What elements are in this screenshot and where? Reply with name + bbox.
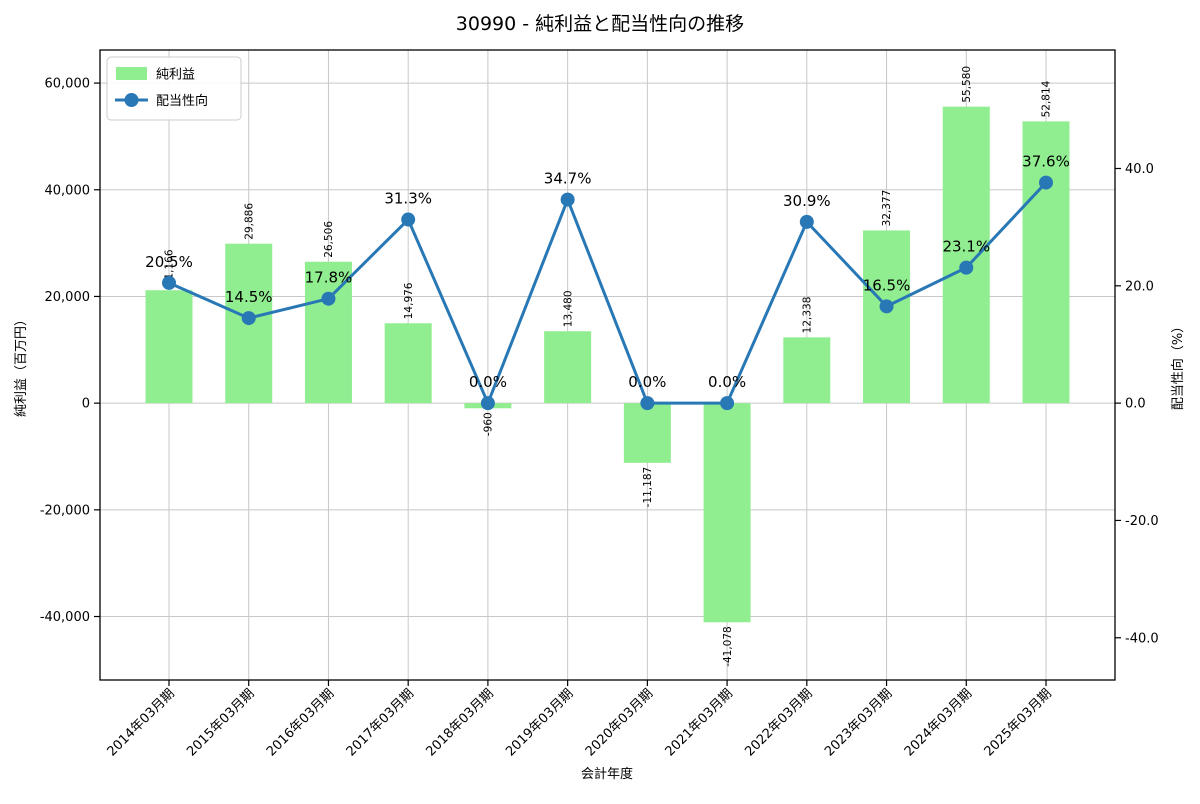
bar: [1022, 121, 1070, 404]
bar: [384, 323, 432, 404]
bar: [145, 290, 193, 404]
bar-value-label: 13,480: [562, 290, 574, 327]
bar-value-label: 12,338: [801, 297, 813, 334]
legend-bar-swatch: [116, 67, 147, 80]
bar: [783, 337, 831, 404]
bar-value-label: 55,580: [961, 66, 973, 103]
bar-series: [145, 106, 1070, 623]
chart-title: 30990 - 純利益と配当性向の推移: [456, 13, 744, 35]
percent-labels: 20.5% 14.5% 17.8% 31.3% 0.0% 34.7% 0.0% 0.0% 30.…: [145, 153, 1070, 392]
y-left-tick-label: 0: [82, 397, 90, 412]
axis-ticks: 60,000 40,000 20,000 0 -20,000 -40,000 40.0 20.…: [40, 77, 1159, 760]
bar: [304, 261, 352, 404]
x-tick-label: 2024年03月期: [902, 686, 975, 759]
bar-value-label: 52,814: [1041, 80, 1053, 117]
bar-value-label: 29,886: [243, 203, 255, 240]
y-right-tick-label: 0.0: [1125, 397, 1146, 412]
line-series: [162, 175, 1053, 411]
y-right-tick-label: -20.0: [1125, 514, 1159, 529]
percent-label: 37.6%: [1022, 153, 1070, 171]
legend-line-marker-icon: [124, 93, 139, 107]
percent-label: 23.1%: [942, 238, 990, 256]
y-left-tick-label: 20,000: [45, 290, 91, 305]
percent-label: 31.3%: [384, 190, 432, 208]
x-tick-label: 2014年03月期: [105, 686, 178, 759]
bar-value-label: -41,078: [722, 626, 734, 667]
plot-border: [99, 49, 1116, 681]
line-marker-icon: [799, 214, 814, 229]
percent-label: 34.7%: [544, 170, 592, 188]
percent-label: 16.5%: [863, 276, 911, 294]
x-tick-label: 2016年03月期: [264, 686, 337, 759]
line-marker-icon: [1039, 175, 1053, 190]
percent-label: 14.5%: [225, 288, 273, 306]
line-marker-icon: [879, 299, 894, 314]
bar: [942, 106, 990, 404]
line-marker-icon: [640, 396, 655, 411]
y-left-tick-label: 40,000: [45, 183, 91, 198]
line-marker-icon: [959, 260, 974, 275]
legend-box: [106, 56, 242, 121]
x-tick-label: 2021年03月期: [663, 686, 736, 759]
bar-value-label: -960: [483, 412, 495, 436]
x-tick-label: 2017年03月期: [344, 686, 417, 759]
legend: 純利益 配当性向: [106, 56, 242, 121]
x-tick-label: 2022年03月期: [742, 686, 815, 759]
y-right-axis-title: 配当性向（%）: [1170, 320, 1186, 410]
line-marker-icon: [321, 291, 336, 306]
x-tick-label: 2025年03月期: [982, 686, 1055, 759]
x-tick-label: 2015年03月期: [184, 686, 257, 759]
bar: [623, 403, 671, 463]
line-marker-icon: [401, 212, 416, 227]
x-tick-label: 2020年03月期: [583, 686, 656, 759]
line-marker-icon: [720, 396, 735, 411]
bar: [863, 230, 911, 404]
y-left-axis-title: 純利益（百万円）: [14, 313, 29, 417]
bar-value-label: 32,377: [881, 190, 893, 227]
y-left-tick-label: 60,000: [45, 77, 91, 92]
line-marker-icon: [162, 275, 176, 290]
percent-label: 17.8%: [305, 269, 353, 287]
y-right-tick-label: 20.0: [1125, 279, 1154, 294]
x-tick-label: 2018年03月期: [423, 686, 496, 759]
percent-label: 30.9%: [783, 192, 831, 210]
line-marker-icon: [241, 311, 256, 326]
bar-value-label: -11,187: [642, 467, 654, 508]
y-left-tick-label: -40,000: [40, 610, 90, 625]
legend-bar-label: 純利益: [156, 68, 195, 83]
legend-line-label: 配当性向: [156, 93, 208, 109]
line-marker-icon: [480, 396, 495, 411]
bar: [544, 331, 592, 404]
bar: [703, 403, 751, 623]
bar-value-label: 26,506: [323, 221, 335, 258]
x-tick-label: 2019年03月期: [503, 686, 576, 759]
percent-label: 0.0%: [469, 373, 507, 391]
percent-label: 20.5%: [145, 253, 193, 271]
bar-value-label: 14,976: [403, 282, 415, 319]
payout-line: [168, 181, 1048, 405]
percent-label: 0.0%: [708, 373, 746, 391]
line-marker-icon: [560, 192, 575, 207]
percent-label: 0.0%: [628, 373, 666, 391]
x-axis-title: 会計年度: [581, 766, 633, 782]
y-right-tick-label: 40.0: [1125, 162, 1154, 177]
x-tick-label: 2023年03月期: [822, 686, 895, 759]
y-left-tick-label: -20,000: [40, 503, 90, 518]
y-right-tick-label: -40.0: [1125, 631, 1159, 646]
